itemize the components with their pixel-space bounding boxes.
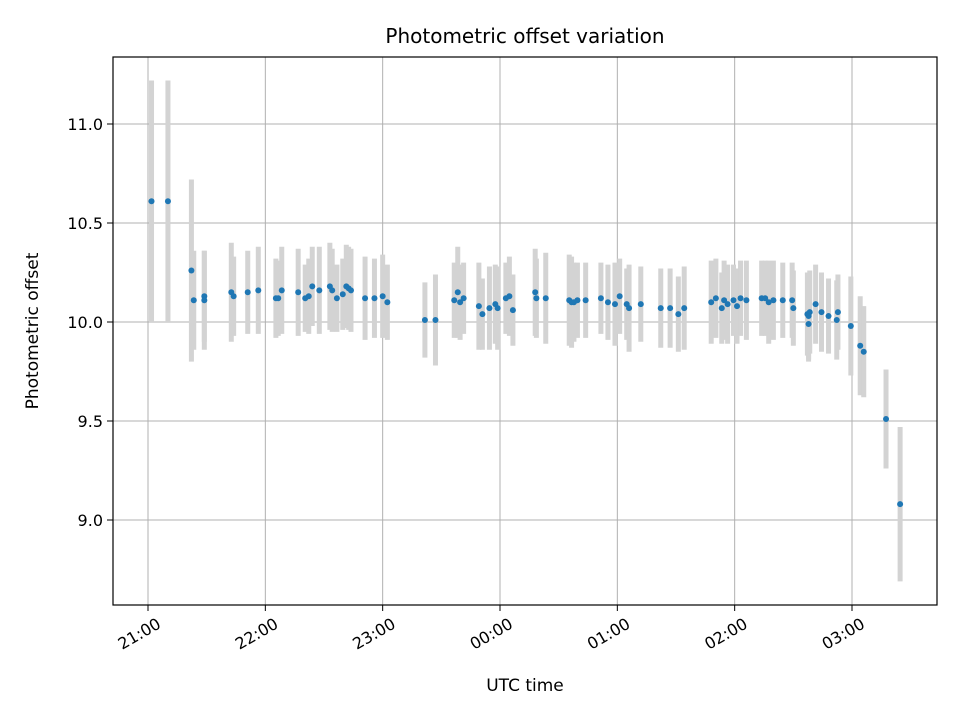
data-point: [626, 305, 633, 312]
data-point: [421, 317, 428, 324]
x-axis-label: UTC time: [486, 676, 564, 696]
y-tick-label: 9.0: [78, 511, 103, 530]
y-tick-label: 11.0: [67, 115, 103, 134]
y-tick-label: 10.0: [67, 313, 103, 332]
data-point: [597, 295, 604, 302]
data-point: [737, 295, 744, 302]
data-point: [883, 416, 890, 423]
data-point: [347, 287, 354, 294]
data-point: [897, 501, 904, 508]
data-point: [230, 293, 237, 300]
data-point: [479, 311, 486, 318]
data-point: [190, 297, 197, 304]
data-point: [582, 297, 589, 304]
data-point: [818, 309, 825, 316]
data-point: [451, 297, 458, 304]
data-point: [305, 293, 312, 300]
data-point: [244, 289, 251, 296]
y-tick-label: 9.5: [78, 412, 103, 431]
data-point: [201, 297, 208, 304]
data-point: [734, 303, 741, 310]
data-point: [362, 295, 369, 302]
data-point: [825, 313, 832, 320]
x-tick-label: 01:00: [584, 614, 633, 654]
data-point: [316, 287, 323, 294]
data-point: [834, 309, 841, 316]
data-point: [789, 297, 796, 304]
data-point: [454, 289, 461, 296]
data-point: [532, 289, 539, 296]
data-point: [611, 301, 618, 308]
data-point: [255, 287, 262, 294]
x-tick-label: 00:00: [467, 614, 516, 654]
data-point: [275, 295, 282, 302]
data-point: [616, 293, 623, 300]
data-point: [494, 305, 501, 312]
data-point: [509, 307, 516, 314]
data-point: [486, 305, 493, 312]
data-point: [675, 311, 682, 318]
data-point: [718, 305, 725, 312]
data-point: [457, 299, 464, 306]
data-point: [295, 289, 302, 296]
data-point: [712, 295, 719, 302]
data-point: [724, 301, 731, 308]
data-point: [637, 301, 644, 308]
data-point: [574, 297, 581, 304]
data-point: [681, 305, 688, 312]
data-point: [533, 295, 540, 302]
data-point: [339, 291, 346, 298]
data-point: [475, 303, 482, 310]
data-point: [833, 317, 840, 324]
plot-frame: [112, 56, 938, 606]
data-points: [148, 198, 904, 508]
data-point: [432, 317, 439, 324]
x-tick-label: 02:00: [701, 614, 750, 654]
data-point: [506, 293, 513, 300]
data-point: [790, 305, 797, 312]
data-point: [657, 305, 664, 312]
x-tick-label: 03:00: [819, 614, 868, 654]
data-point: [384, 299, 391, 306]
data-point: [329, 287, 336, 294]
data-point: [309, 283, 316, 290]
data-point: [721, 297, 728, 304]
data-point: [860, 348, 867, 355]
data-point: [148, 198, 155, 205]
x-axis: 21:00 22:00 23:00 00:00 01:00 02:00 03:00: [115, 605, 868, 654]
data-point: [278, 287, 285, 294]
data-point: [164, 198, 171, 205]
x-tick-label: 22:00: [232, 614, 281, 654]
data-point: [770, 297, 777, 304]
data-point: [188, 267, 195, 274]
y-axis-label: Photometric offset: [23, 252, 43, 409]
chart-title: Photometric offset variation: [385, 24, 664, 48]
data-point: [743, 297, 750, 304]
data-point: [762, 295, 769, 302]
data-point: [730, 297, 737, 304]
data-point: [779, 297, 786, 304]
data-point: [379, 293, 386, 300]
data-point: [805, 320, 812, 327]
data-point: [604, 299, 611, 306]
data-point: [857, 342, 864, 349]
data-point: [460, 295, 467, 302]
data-point: [667, 305, 674, 312]
data-point: [812, 301, 819, 308]
y-axis: 9.0 9.5 10.0 10.5 11.0: [67, 115, 113, 530]
y-tick-label: 10.5: [67, 214, 103, 233]
data-point: [806, 309, 813, 316]
x-tick-label: 21:00: [115, 614, 164, 654]
data-point: [847, 322, 854, 329]
data-point: [371, 295, 378, 302]
error-bars: [149, 80, 903, 582]
x-tick-label: 23:00: [349, 614, 398, 654]
data-point: [333, 295, 340, 302]
data-point: [542, 295, 549, 302]
data-point: [765, 299, 772, 306]
data-point: [708, 299, 715, 306]
